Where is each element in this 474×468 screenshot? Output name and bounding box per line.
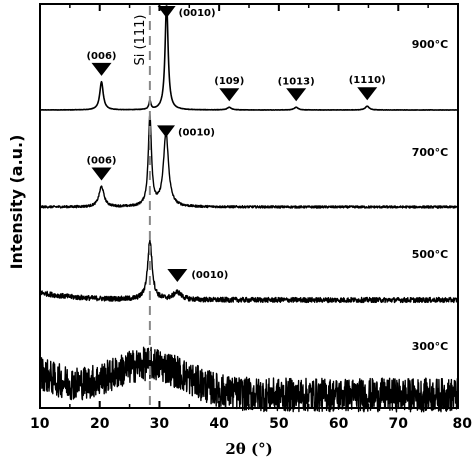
y-axis-label: Intensity (a.u.) [7,135,26,270]
series-label-3: 500°C [412,248,449,261]
x-tick-label-20: 20 [90,416,110,432]
series-line-2 [39,113,459,209]
peak-marker-2-2 [156,125,175,138]
peak-label-1-2: (0010) [179,8,216,19]
peak-marker-1-4 [286,88,307,102]
series-line-1 [39,5,459,111]
x-tick-label-10: 10 [30,416,50,432]
axes-layer: 10 20 30 40 50 60 70 80 [30,4,472,432]
x-tick-label-50: 50 [269,416,289,432]
series-label-1: 900°C [412,38,449,51]
series-line-3 [39,239,459,304]
series-label-2: 700°C [412,146,449,159]
x-tick-label-80: 80 [453,416,473,432]
x-tick-label-60: 60 [329,416,349,432]
annotations-layer: 900°C (006) (0010) (109) (1013) (1110) 700°C (0… [86,6,448,353]
peak-marker-1-1 [91,62,112,76]
x-axis-label: 2θ (°) [225,440,272,458]
series-label-4: 300°C [412,340,449,353]
x-tick-label-70: 70 [389,416,409,432]
x-tick-label-40: 40 [209,416,229,432]
peak-marker-2-1 [91,167,112,181]
peak-marker-3-1 [167,269,188,283]
peak-label-3-1: (0010) [191,270,228,281]
x-tick-label-30: 30 [150,416,170,432]
si-reference-label: Si (111) [133,15,148,66]
peak-label-1-3: (109) [214,76,244,87]
peak-label-1-5: (1110) [349,75,386,86]
peak-label-2-2: (0010) [178,127,215,138]
peak-marker-1-2 [157,6,176,18]
peak-label-2-1: (006) [86,155,116,166]
peak-marker-1-5 [357,87,378,101]
peak-label-1-1: (006) [86,51,116,62]
reference-layer: Si (111) [133,6,151,406]
peak-marker-1-3 [219,88,240,102]
series-line-4 [39,346,459,413]
curves-layer [39,5,459,413]
peak-label-1-4: (1013) [278,76,315,87]
